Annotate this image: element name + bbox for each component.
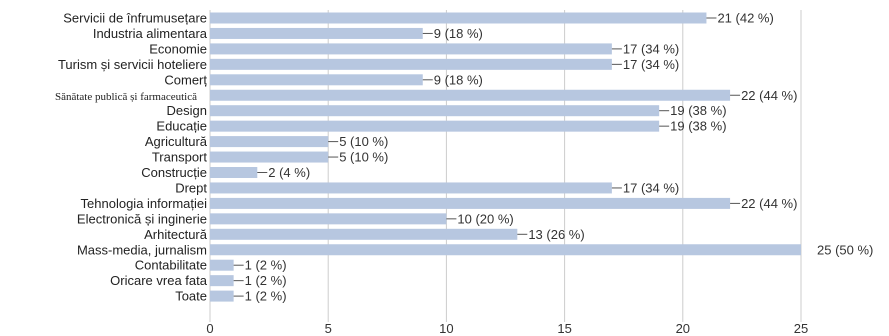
bar: [210, 89, 731, 101]
category-label: Electronică și inginerie: [77, 211, 207, 226]
bar: [210, 213, 447, 225]
x-tick-label: 0: [206, 321, 213, 336]
x-tick-label: 5: [325, 321, 332, 336]
category-label: Servicii de înfrumusețare: [63, 11, 207, 26]
x-tick-label: 20: [676, 321, 690, 336]
bar: [210, 27, 423, 39]
category-label: Agricultură: [145, 134, 208, 149]
category-label: Drept: [175, 180, 207, 195]
value-label: 5 (10 %): [339, 134, 388, 149]
value-label: 10 (20 %): [457, 211, 513, 226]
category-label: Mass-media, jurnalism: [77, 242, 207, 257]
category-label: Turism și servicii hoteliere: [58, 57, 207, 72]
bar: [210, 275, 234, 287]
value-label: 5 (10 %): [339, 150, 388, 165]
x-axis-tick-labels: 0 5 10 15 20 25: [206, 321, 808, 336]
value-label: 19 (38 %): [670, 103, 726, 118]
bar: [210, 197, 731, 209]
category-label: Tehnologia informației: [81, 196, 208, 211]
bar: [210, 182, 612, 194]
bar: [210, 74, 423, 86]
bar: [210, 43, 612, 55]
bar: [210, 151, 329, 163]
value-label: 1 (2 %): [245, 289, 287, 304]
x-tick-label: 15: [557, 321, 571, 336]
value-label: 13 (26 %): [528, 227, 584, 242]
category-label: Sănătate publică și farmaceutică: [55, 91, 197, 103]
category-label: Oricare vrea fata: [110, 273, 208, 288]
value-label: 17 (34 %): [623, 180, 679, 195]
category-label: Comerț: [164, 72, 207, 87]
category-label: Transport: [152, 150, 208, 165]
value-label: 22 (44 %): [741, 196, 797, 211]
value-label: 9 (18 %): [434, 26, 483, 41]
value-label: 21 (42 %): [717, 11, 773, 26]
bar: [210, 244, 801, 256]
value-label: 22 (44 %): [741, 88, 797, 103]
bar: [210, 167, 258, 178]
category-label: Arhitectură: [144, 227, 208, 242]
x-tick-label: 25: [794, 321, 808, 336]
value-label: 25 (50 %): [817, 242, 873, 257]
value-label: 1 (2 %): [245, 273, 287, 288]
value-label: 19 (38 %): [670, 119, 726, 134]
value-label: 2 (4 %): [268, 165, 310, 180]
value-label: 1 (2 %): [245, 258, 287, 273]
bar: [210, 136, 329, 148]
category-label: Economie: [149, 41, 207, 56]
category-label: Industria alimentara: [93, 26, 208, 41]
bar: [210, 12, 707, 24]
value-label: 9 (18 %): [434, 72, 483, 87]
value-label: 17 (34 %): [623, 57, 679, 72]
category-label: Construcție: [141, 165, 207, 180]
bars: [210, 12, 801, 302]
x-tick-label: 10: [439, 321, 453, 336]
category-label: Toate: [175, 289, 207, 304]
bar: [210, 228, 518, 240]
category-label: Contabilitate: [135, 258, 207, 273]
category-label: Design: [167, 103, 207, 118]
bar: [210, 58, 612, 70]
bar: [210, 105, 660, 117]
bar: [210, 120, 660, 132]
value-labels: 21 (42 %)9 (18 %)17 (34 %)17 (34 %)9 (18…: [233, 11, 873, 304]
bar: [210, 290, 234, 302]
bar: [210, 259, 234, 271]
value-label: 17 (34 %): [623, 41, 679, 56]
category-label: Educație: [156, 119, 207, 134]
